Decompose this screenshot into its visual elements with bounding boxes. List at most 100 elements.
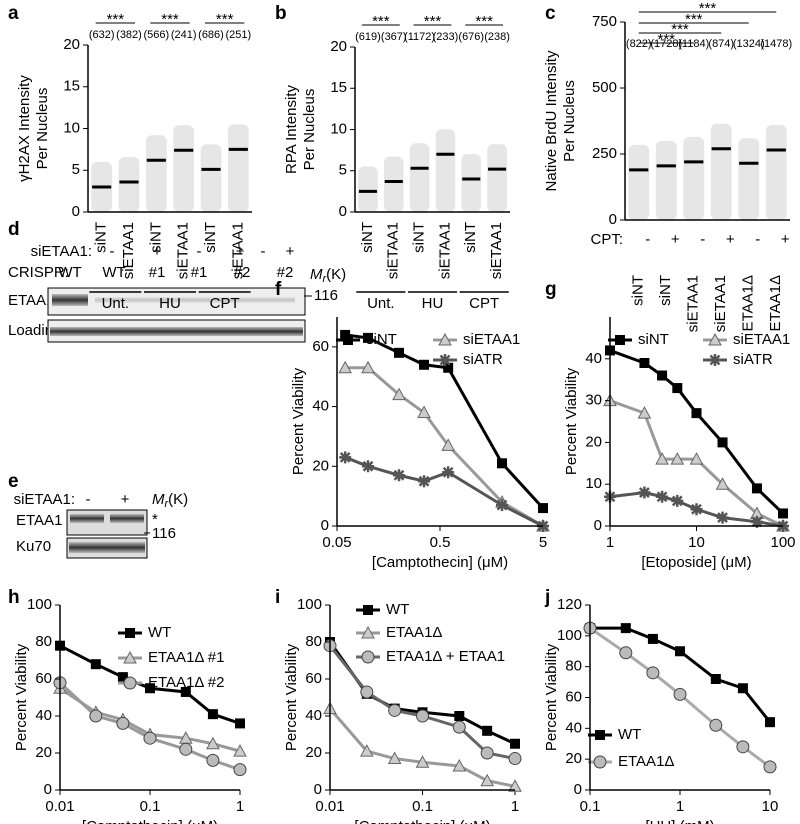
n-label: (238) bbox=[484, 31, 510, 43]
marker bbox=[454, 711, 465, 721]
marker bbox=[620, 623, 631, 634]
marker bbox=[387, 751, 402, 765]
y-tick-label: 40 bbox=[35, 707, 52, 724]
category-label: siNT bbox=[202, 222, 219, 253]
marker bbox=[361, 360, 375, 374]
marker bbox=[538, 503, 548, 514]
distribution bbox=[409, 143, 430, 212]
distribution bbox=[710, 123, 732, 220]
marker bbox=[233, 744, 247, 757]
y-tick-label: 20 bbox=[35, 744, 52, 761]
x-axis-label: [Etoposide] (μM) bbox=[641, 554, 751, 571]
panel-letter: d bbox=[8, 219, 20, 240]
row-label: Ku70 bbox=[16, 538, 51, 555]
series-line bbox=[590, 626, 772, 724]
x-tick-label: 0.1 bbox=[412, 798, 433, 815]
x-tick-label: 100 bbox=[770, 534, 795, 551]
n-label: (619) bbox=[355, 31, 381, 43]
y-tick-label: 0 bbox=[609, 211, 617, 228]
treatment: - bbox=[645, 231, 650, 248]
marker bbox=[765, 717, 775, 728]
y-tick-label: 15 bbox=[63, 78, 80, 95]
marker bbox=[338, 360, 352, 374]
marker bbox=[362, 460, 375, 473]
y-axis-label: Percent Viability bbox=[543, 643, 560, 751]
panel-letter: j bbox=[544, 587, 550, 608]
legend-label: siATR bbox=[733, 351, 773, 368]
marker bbox=[708, 332, 722, 346]
category-label: siETAA1 bbox=[685, 275, 702, 332]
marker bbox=[778, 508, 788, 519]
treatment-label: CPT: bbox=[590, 231, 623, 248]
legend-label: ETAA1Δ #2 bbox=[148, 674, 224, 691]
y-tick-label: 250 bbox=[592, 145, 617, 162]
y-axis-label: Percent Viability bbox=[563, 367, 580, 475]
y-tick-label: 750 bbox=[592, 13, 617, 30]
y-tick-label: 40 bbox=[585, 350, 602, 367]
group-label: Unt. bbox=[367, 295, 395, 312]
y-axis-label: Percent Viability bbox=[283, 643, 300, 751]
y-tick-label: 100 bbox=[297, 596, 322, 613]
legend-label: ETAA1Δ bbox=[618, 753, 674, 770]
y-tick-label: 15 bbox=[330, 79, 347, 96]
group-label: Unt. bbox=[102, 295, 130, 312]
mw-label: Mr(K) bbox=[310, 266, 346, 285]
n-label: (686) bbox=[198, 29, 224, 41]
marker bbox=[717, 437, 728, 448]
n-label: (367) bbox=[381, 31, 407, 43]
n-label: (241) bbox=[171, 29, 197, 41]
marker bbox=[441, 438, 455, 451]
marker bbox=[117, 672, 128, 683]
band bbox=[95, 297, 295, 303]
marker bbox=[737, 683, 748, 694]
legend-label: siNT bbox=[638, 331, 669, 348]
category-label: siETAA1 bbox=[229, 222, 246, 279]
treatment: + bbox=[781, 231, 790, 248]
legend-label: ETAA1Δ + ETAA1 bbox=[386, 648, 505, 665]
treatment: - bbox=[86, 491, 91, 508]
marker bbox=[361, 625, 375, 639]
y-tick-label: 80 bbox=[305, 633, 322, 650]
n-label: (382) bbox=[116, 29, 142, 41]
category-label: siETAA1 bbox=[712, 275, 729, 332]
y-tick-label: 60 bbox=[312, 338, 329, 355]
marker bbox=[235, 718, 245, 729]
marker bbox=[360, 685, 374, 699]
marker bbox=[452, 720, 466, 734]
marker bbox=[673, 687, 687, 701]
mw-label: Mr(K) bbox=[152, 491, 188, 510]
marker bbox=[647, 633, 658, 644]
significance: *** bbox=[216, 11, 234, 28]
genotype: #2 bbox=[234, 264, 251, 281]
x-tick-label: 1 bbox=[511, 798, 519, 815]
distribution bbox=[118, 156, 140, 212]
marker bbox=[180, 686, 191, 697]
y-tick-label: 100 bbox=[557, 627, 582, 644]
y-axis-label: Per Nucleus bbox=[561, 80, 578, 162]
legend-label: WT bbox=[618, 726, 641, 743]
category-label: siETAA1 bbox=[385, 222, 402, 279]
n-label: (676) bbox=[458, 31, 484, 43]
legend-label: ETAA1Δ bbox=[386, 624, 442, 641]
marker bbox=[619, 646, 633, 660]
treatment: - bbox=[755, 231, 760, 248]
marker bbox=[715, 477, 730, 490]
legend-label: siATR bbox=[463, 351, 503, 368]
marker bbox=[638, 486, 651, 499]
marker bbox=[89, 709, 103, 723]
y-tick-label: 5 bbox=[72, 161, 80, 178]
y-axis-label: Percent Viability bbox=[290, 367, 307, 475]
marker bbox=[343, 335, 353, 345]
marker bbox=[670, 452, 685, 465]
y-tick-label: 0 bbox=[72, 203, 80, 220]
legend-label: siNT bbox=[366, 331, 397, 348]
marker bbox=[116, 716, 130, 730]
treatment: - bbox=[700, 231, 705, 248]
y-tick-label: 60 bbox=[565, 688, 582, 705]
x-tick-label: 5 bbox=[539, 534, 547, 551]
significance: *** bbox=[685, 11, 703, 28]
marker bbox=[143, 731, 157, 745]
band bbox=[110, 514, 144, 523]
x-tick-label: 0.05 bbox=[322, 534, 351, 551]
marker bbox=[207, 709, 218, 720]
